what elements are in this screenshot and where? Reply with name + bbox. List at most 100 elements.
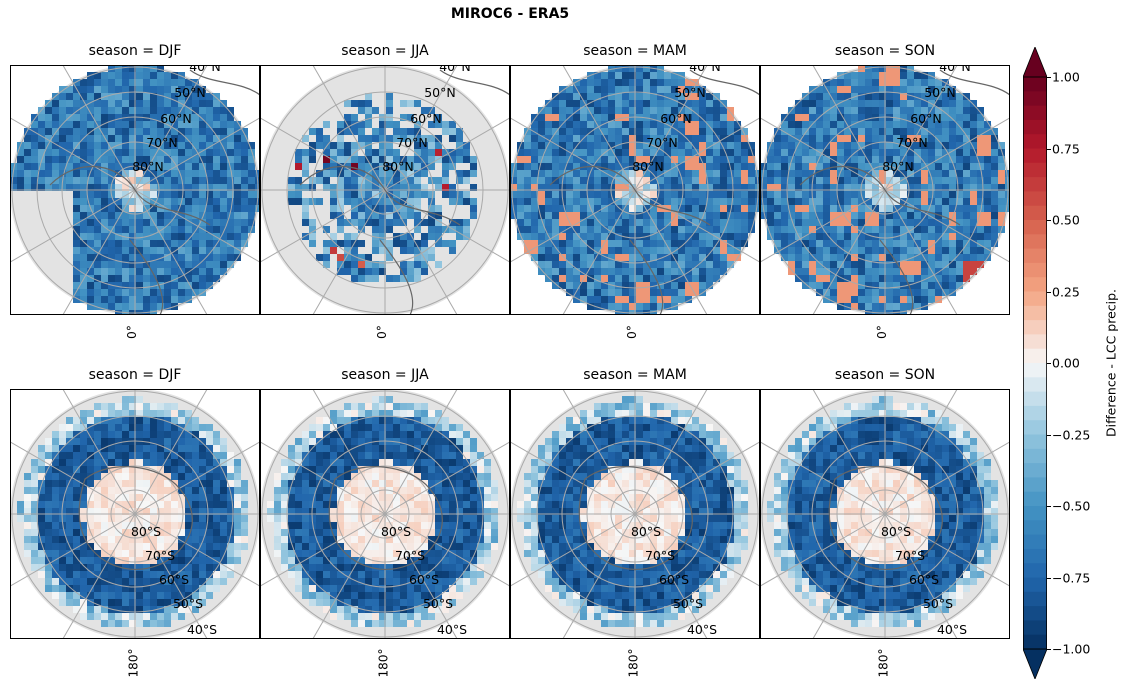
meridian-line: [134, 513, 208, 639]
colorbar-level: [1023, 577, 1047, 593]
lon-label-north: 0°: [624, 325, 639, 339]
colorbar-tick-label: 0.25: [1052, 284, 1080, 299]
meridian-line: [384, 117, 510, 191]
colorbar-level: [1023, 77, 1047, 92]
meridian-line: [134, 117, 260, 191]
colorbar-tick-mark: [1047, 506, 1051, 507]
colorbar-tick-mark: [1047, 649, 1051, 650]
meridian-line: [312, 189, 386, 315]
latitude-label: 40°S: [187, 622, 217, 637]
colorbar-level: [1023, 119, 1047, 135]
latitude-label: 80°S: [631, 524, 661, 539]
colorbar-level: [1023, 205, 1047, 221]
latitude-label: 70°S: [895, 548, 925, 563]
meridian-line: [812, 389, 886, 515]
panel-frame: [760, 65, 1010, 315]
map-panel-north-mam: 40°N 50°N 60°N 70°N 80°N season = MAM: [510, 43, 760, 315]
meridian-line: [134, 389, 208, 515]
meridian-line: [760, 189, 886, 263]
map-canvas: 40°N 50°N 60°N 70°N 80°N: [260, 65, 510, 315]
panel-title: season = SON: [834, 367, 936, 383]
colorbar-tick-label: 1.00: [1052, 69, 1080, 85]
meridian-line: [562, 189, 636, 315]
colorbar-level: [1023, 177, 1047, 192]
colorbar-tick-mark: [1047, 77, 1051, 78]
panel-frame: [260, 65, 510, 315]
latitude-label: 60°S: [409, 572, 439, 587]
coastline: [49, 69, 260, 315]
coastline: [549, 69, 760, 315]
meridian-line: [10, 117, 136, 191]
meridian-line: [634, 441, 760, 515]
latitude-label: 50°N: [174, 85, 206, 100]
map-panel-north-son: 40°N 50°N 60°N 70°N 80°N season = SON: [760, 43, 1010, 315]
panel-frame: [510, 389, 760, 639]
latitude-label: 70°N: [146, 135, 178, 150]
map-canvas: 40°N 50°N 60°N 70°N 80°N: [510, 65, 760, 315]
colorbar-level: [1023, 491, 1047, 507]
latitude-label: 80°S: [881, 524, 911, 539]
latitude-label: 40°S: [687, 622, 717, 637]
coastline: [299, 69, 510, 315]
colorbar-tick-mark: [1047, 363, 1051, 364]
colorbar-level: [1023, 477, 1047, 493]
meridian-line: [634, 513, 760, 587]
latitude-label: 50°S: [173, 596, 203, 611]
latitude-label: 70°S: [645, 548, 675, 563]
colorbar-level: [1023, 506, 1047, 521]
latitude-label: 40°S: [937, 622, 967, 637]
colorbar-level: [1023, 434, 1047, 450]
meridian-line: [384, 189, 458, 315]
latitude-label: 70°N: [896, 135, 928, 150]
meridian-line: [134, 189, 208, 315]
colorbar-tick-mark: [1047, 434, 1051, 436]
latitude-label: 70°S: [395, 548, 425, 563]
lon-label-south: 180°: [376, 648, 391, 678]
meridian-line: [384, 513, 510, 587]
panel-frame: [260, 389, 510, 639]
colorbar-level: [1023, 405, 1047, 421]
colorbar-level: [1023, 463, 1047, 478]
meridian-line: [510, 189, 636, 263]
map-panel-south-djf: 80°S 70°S 60°S 50°S 40°S season = DJF: [10, 367, 260, 639]
colorbar-level: [1023, 191, 1047, 207]
colorbar-level: [1023, 291, 1047, 307]
map-canvas: 80°S 70°S 60°S 50°S 40°S: [10, 389, 260, 639]
latitude-label: 40°N: [939, 65, 971, 74]
colorbar-label: Difference - LCC precip.: [1103, 288, 1119, 438]
colorbar-level: [1023, 134, 1047, 149]
meridian-line: [134, 441, 260, 515]
latitude-label: 40°S: [437, 622, 467, 637]
panel-title: season = DJF: [88, 367, 182, 383]
map-canvas: 80°S 70°S 60°S 50°S 40°S: [260, 389, 510, 639]
coastline: [578, 466, 693, 570]
latitude-label: 50°N: [424, 85, 456, 100]
colorbar-level: [1023, 305, 1047, 321]
latitude-label: 50°S: [673, 596, 703, 611]
colorbar-level: [1023, 377, 1047, 393]
meridian-line: [384, 441, 510, 515]
lon-label-north: 0°: [874, 325, 889, 339]
colorbar-tick-label: 0.75: [1052, 141, 1080, 156]
latitude-label: 80°N: [632, 159, 664, 174]
panel-frame: [10, 65, 260, 315]
coastline: [328, 466, 443, 570]
meridian-line: [10, 513, 136, 587]
latitude-label: 60°N: [660, 111, 692, 126]
latitude-label: 70°N: [646, 135, 678, 150]
meridian-line: [134, 513, 260, 587]
meridian-line: [260, 117, 386, 191]
meridian-line: [260, 441, 386, 515]
latitude-label: 60°S: [909, 572, 939, 587]
colorbar-level: [1023, 448, 1047, 464]
colorbar-level: [1023, 248, 1047, 264]
colorbar-level: [1023, 148, 1047, 164]
meridian-line: [562, 513, 636, 639]
panel-frame: [510, 65, 760, 315]
meridian-line: [812, 189, 886, 315]
meridian-line: [812, 65, 886, 191]
colorbar-level: [1023, 420, 1047, 435]
colorbar-level: [1023, 105, 1047, 121]
meridian-line: [884, 441, 1010, 515]
colorbar-tick-mark: [1047, 148, 1051, 150]
